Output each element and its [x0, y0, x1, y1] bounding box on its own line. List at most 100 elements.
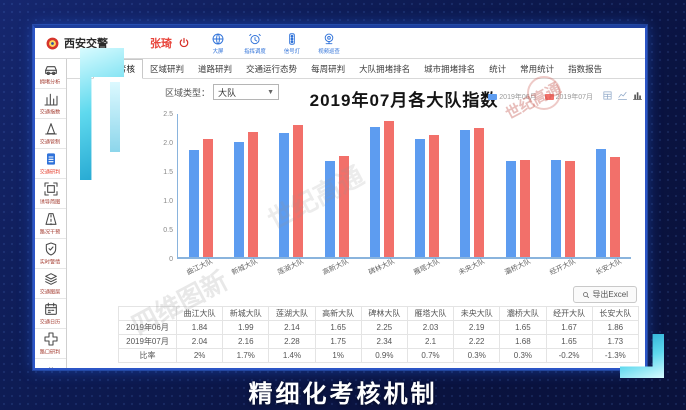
- value-cell: 2.03: [406, 320, 455, 335]
- sidebar-item-label: 交通图层: [40, 290, 61, 296]
- value-cell: 2.1: [406, 334, 455, 349]
- sidebar-item[interactable]: 交通管制: [35, 119, 66, 149]
- row-header-cell: 2019年06月: [118, 320, 177, 335]
- sidebar-item[interactable]: 交通指数: [35, 89, 66, 119]
- bar-group-曲江大队: [178, 114, 223, 257]
- bar: [233, 141, 244, 257]
- bar: [429, 135, 440, 257]
- region-type-select[interactable]: 大队 ▼: [213, 84, 280, 100]
- bar: [565, 161, 576, 257]
- region-type-value: 大队: [218, 87, 237, 98]
- sidebar-item[interactable]: 路口研判: [35, 329, 66, 359]
- dataview-icon[interactable]: [602, 90, 613, 101]
- tab-交通运行态势[interactable]: 交通运行态势: [246, 64, 298, 74]
- bar: [202, 138, 213, 257]
- table-toolbar: 导出Excel: [67, 286, 645, 306]
- value-cell: 0.3%: [453, 348, 501, 363]
- tab-常用统计[interactable]: 常用统计: [520, 64, 555, 74]
- tab-大队拥堵排名[interactable]: 大队拥堵排名: [359, 64, 411, 74]
- calendar-icon: [42, 301, 60, 317]
- column-header-cell: 莲湖大队: [268, 306, 316, 321]
- table-row: 2019年07月 2.04 2.16 2.28 1.75 2.34 2.1 2.22 1.68 1…: [118, 334, 640, 349]
- sidebar-item[interactable]: 交通图层: [35, 269, 66, 299]
- value-cell: -0.2%: [545, 348, 593, 363]
- quick-icon-label: 大屏: [212, 48, 224, 55]
- bar: [474, 128, 485, 257]
- tab-bar: 月度考核 区域研判 道路研判 交通运行态势 每周研判 大队拥堵排名 城市拥堵排名 统计 常用统计…: [67, 59, 645, 79]
- value-cell: 2.34: [360, 334, 408, 349]
- quick-launch-icons: 大屏 指挥调度 信号灯 视频巡查: [204, 32, 343, 55]
- corner-decoration-bottom-right: [620, 334, 664, 378]
- value-cell: 1.65: [545, 334, 593, 349]
- quick-icon-alarm[interactable]: 指挥调度: [241, 32, 269, 55]
- value-cell: 2.04: [175, 334, 224, 349]
- sidebar-item[interactable]: 诱导简图: [35, 179, 66, 209]
- chevron-down-icon: ▼: [267, 88, 275, 96]
- tab-道路研判[interactable]: 道路研判: [198, 64, 233, 74]
- sidebar-item-label: 交通指数: [40, 110, 61, 116]
- frame-icon: [42, 181, 60, 197]
- bar: [460, 130, 471, 257]
- sidebar-item[interactable]: [35, 359, 66, 368]
- tab-指数报告[interactable]: 指数报告: [568, 64, 603, 74]
- alarm-icon: [248, 32, 262, 46]
- export-excel-button[interactable]: 导出Excel: [573, 286, 637, 303]
- quick-icon-camera[interactable]: 视频巡查: [315, 32, 343, 55]
- tab-城市拥堵排名[interactable]: 城市拥堵排名: [424, 64, 476, 74]
- sidebar-item[interactable]: 交通研判: [35, 149, 66, 179]
- tab-每周研判[interactable]: 每周研判: [311, 64, 346, 74]
- value-cell: 1.68: [499, 334, 547, 349]
- quick-icon-signal[interactable]: 信号灯: [278, 32, 306, 55]
- table-row: 比率 2% 1.7% 1.4% 1% 0.9% 0.7% 0.3% 0.3% -0.2% -1.3%: [118, 348, 640, 363]
- window-body: 拥堵分析 交通指数 交通管制 交通研判 诱导简图 路况干预 实时警情 交通图层 …: [35, 58, 645, 368]
- value-cell: 1.65: [314, 320, 362, 335]
- sidebar-item-label: 路况干预: [40, 230, 61, 236]
- sidebar-item-label: 实时警情: [40, 260, 61, 266]
- bar-group-新城大队: [223, 114, 268, 257]
- legend-item[interactable]: 2019年07月: [544, 92, 593, 102]
- bar: [596, 149, 607, 257]
- tab-区域研判[interactable]: 区域研判: [150, 64, 185, 74]
- y-axis-tick: 1.0: [163, 198, 173, 205]
- column-header-cell: 未央大队: [453, 306, 501, 321]
- legend-label: 2019年06月: [499, 94, 537, 101]
- chart-plot-area: [177, 114, 631, 259]
- legend-item[interactable]: 2019年06月: [488, 92, 537, 102]
- bar: [324, 161, 335, 257]
- sidebar-item-label: 拥堵分析: [40, 80, 61, 86]
- road2-icon: [42, 366, 60, 368]
- bar-group-灞桥大队: [495, 114, 540, 257]
- app-window: 西安交警 张琦 大屏 指挥调度 信号灯 视频巡查 拥堵分析 交通指数 交通管制: [33, 25, 647, 370]
- road-icon: [42, 211, 60, 227]
- barchart-icon[interactable]: [632, 90, 643, 101]
- sidebar-item[interactable]: 路况干预: [35, 209, 66, 239]
- column-header-cell: 曲江大队: [175, 306, 224, 321]
- quick-icon-globe[interactable]: 大屏: [204, 32, 232, 55]
- slide-caption: 精细化考核机制: [248, 381, 438, 408]
- main-panel: 月度考核 区域研判 道路研判 交通运行态势 每周研判 大队拥堵排名 城市拥堵排名 统计 常用统计…: [67, 59, 645, 368]
- value-cell: 0.3%: [499, 348, 547, 363]
- table-row: 曲江大队 新城大队 莲湖大队 高新大队 碑林大队 雁塔大队 未央大队 灞桥大队 经开大队 长安大队: [118, 306, 640, 321]
- bar: [551, 160, 562, 257]
- value-cell: 2%: [175, 348, 224, 363]
- bar-group-碑林大队: [359, 114, 404, 257]
- quick-icon-label: 视频巡查: [318, 48, 340, 55]
- tab-统计[interactable]: 统计: [489, 64, 507, 74]
- legend-swatch: [544, 94, 554, 100]
- value-cell: 2.16: [222, 334, 270, 349]
- index-bars-icon: [42, 91, 60, 107]
- value-cell: 2.25: [360, 320, 408, 335]
- linechart-icon[interactable]: [617, 90, 628, 101]
- column-header-cell: 高新大队: [314, 306, 362, 321]
- sidebar-item[interactable]: 交通日历: [35, 299, 66, 329]
- bar: [519, 159, 530, 257]
- doc-icon: [42, 151, 60, 167]
- sidebar-item[interactable]: 拥堵分析: [35, 59, 66, 89]
- sidebar-item[interactable]: 实时警情: [35, 239, 66, 269]
- logout-power-icon[interactable]: [178, 37, 190, 49]
- quick-icon-label: 指挥调度: [244, 48, 266, 55]
- sidebar: 拥堵分析 交通指数 交通管制 交通研判 诱导简图 路况干预 实时警情 交通图层 …: [35, 59, 67, 368]
- car-icon: [42, 61, 60, 77]
- value-cell: 1.99: [222, 320, 270, 335]
- bar-group-雁塔大队: [404, 114, 449, 257]
